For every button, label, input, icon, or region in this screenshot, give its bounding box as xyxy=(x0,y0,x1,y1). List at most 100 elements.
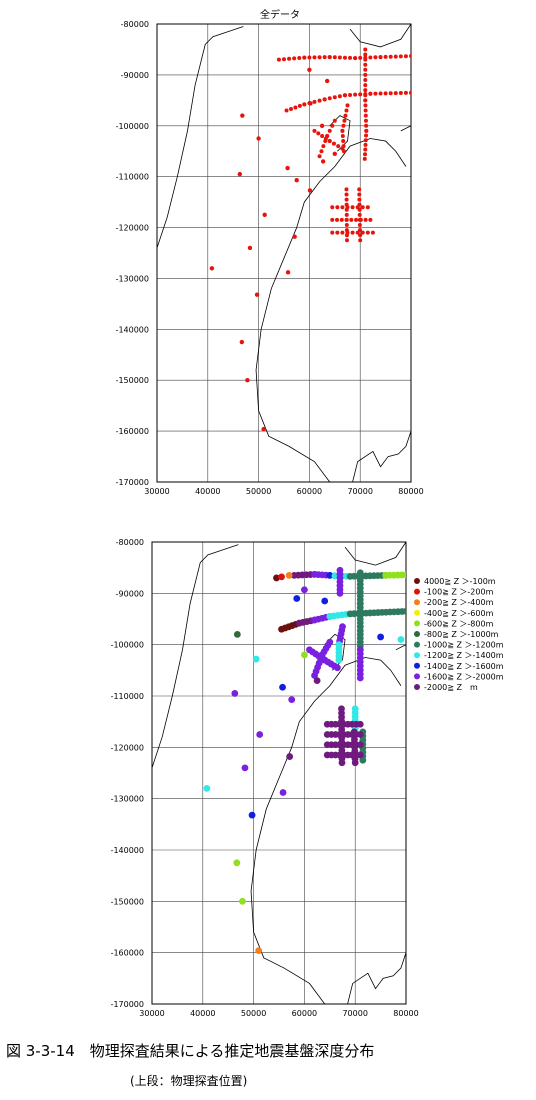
legend-label: -600≧ Z ＞-800m xyxy=(424,619,494,628)
line-point xyxy=(340,230,345,235)
data-point xyxy=(241,764,249,772)
coastline-path xyxy=(395,644,406,651)
line-point xyxy=(365,230,370,235)
line-point xyxy=(326,571,334,579)
line-point xyxy=(330,123,335,128)
line-point xyxy=(356,741,364,749)
line-point xyxy=(356,720,364,728)
line-point xyxy=(344,192,349,197)
line-point xyxy=(373,55,378,60)
x-tick-label: 40000 xyxy=(190,1009,215,1018)
line-point xyxy=(388,54,393,59)
y-tick-label: -100000 xyxy=(111,641,144,650)
line-point xyxy=(363,88,368,93)
x-tick-label: 70000 xyxy=(347,487,372,496)
data-point xyxy=(203,785,211,792)
y-tick-label: -120000 xyxy=(111,743,144,752)
line-point xyxy=(388,91,393,96)
line-point xyxy=(344,197,349,202)
y-tick-label: -90000 xyxy=(116,589,144,598)
line-point xyxy=(276,57,281,62)
line-point xyxy=(332,55,337,60)
line-point xyxy=(302,102,307,107)
line-point xyxy=(338,759,346,767)
line-point xyxy=(339,217,344,222)
data-point xyxy=(285,270,291,275)
data-point xyxy=(256,731,264,738)
line-point xyxy=(342,118,347,123)
line-point xyxy=(325,133,330,138)
data-point xyxy=(233,859,241,867)
line-point xyxy=(364,123,369,128)
legend-marker xyxy=(414,673,420,680)
line-point xyxy=(344,223,349,228)
plot-frame xyxy=(151,541,407,1005)
data-point xyxy=(231,690,239,697)
line-point xyxy=(360,205,365,210)
line-point xyxy=(340,205,345,210)
line-point xyxy=(368,55,373,60)
line-point xyxy=(327,139,332,144)
line-point xyxy=(363,62,368,67)
data-point xyxy=(233,631,241,638)
legend-label: -1600≧ Z ＞-2000m xyxy=(424,672,504,681)
line-point xyxy=(345,230,350,235)
line-point xyxy=(403,54,408,59)
line-point xyxy=(344,108,349,113)
line-point xyxy=(355,230,360,235)
line-point xyxy=(330,217,335,222)
y-tick-label: -130000 xyxy=(116,274,149,283)
line-point xyxy=(358,238,363,243)
data-point xyxy=(321,597,329,605)
y-tick-label: -170000 xyxy=(111,1000,144,1009)
x-tick-label: 50000 xyxy=(241,1009,266,1018)
data-point xyxy=(301,651,308,659)
line-point xyxy=(363,67,368,72)
line-point xyxy=(356,731,364,738)
line-point xyxy=(349,217,354,222)
line-point xyxy=(409,54,411,59)
x-tick-label: 80000 xyxy=(393,1009,418,1018)
line-point xyxy=(398,90,403,95)
data-point xyxy=(252,655,260,663)
coastline-path xyxy=(324,633,346,671)
data-point xyxy=(286,753,294,760)
data-point xyxy=(288,696,296,703)
coastline-path xyxy=(157,26,244,249)
y-tick-label: -110000 xyxy=(111,692,144,701)
line-point xyxy=(336,144,341,149)
legend-label: -1200≧ Z ＞-1400m xyxy=(424,651,504,660)
legend-label: -200≧ Z ＞-400m xyxy=(424,598,494,607)
line-point xyxy=(317,55,322,60)
line-point xyxy=(293,105,298,110)
chart-title: 全データ xyxy=(260,8,300,21)
line-point xyxy=(342,55,347,60)
line-point xyxy=(287,56,292,61)
figure-caption: 図 3-3-14 物理探査結果による推定地震基盤深度分布 xyxy=(6,1042,375,1060)
line-point xyxy=(378,91,383,96)
line-point xyxy=(355,205,360,210)
data-point xyxy=(319,123,325,128)
coastline-path xyxy=(347,952,406,1004)
line-point xyxy=(363,118,368,123)
line-point xyxy=(320,133,325,138)
coastline xyxy=(157,24,411,482)
data-point xyxy=(285,571,293,579)
x-tick-label: 60000 xyxy=(292,1009,317,1018)
coastline xyxy=(152,542,406,1004)
line-point xyxy=(323,139,328,144)
chart-panel-2: 30000 40000 50000 60000 70000 80000 -80000 -900… xyxy=(111,538,504,1018)
line-point xyxy=(302,55,307,60)
data-point xyxy=(301,586,308,594)
survey-data xyxy=(209,47,411,432)
line-point xyxy=(331,141,336,146)
legend-marker xyxy=(414,631,420,637)
coastline-path xyxy=(250,657,402,1004)
legend: 4000≧ Z ＞-100m -100≧ Z ＞-200m-200≧ Z ＞-40… xyxy=(414,577,504,692)
data-point xyxy=(279,789,287,796)
line-point xyxy=(393,91,398,96)
line-point xyxy=(363,113,368,118)
data-point xyxy=(209,266,215,271)
y-tick-label: -160000 xyxy=(116,427,149,436)
line-point xyxy=(368,91,373,96)
